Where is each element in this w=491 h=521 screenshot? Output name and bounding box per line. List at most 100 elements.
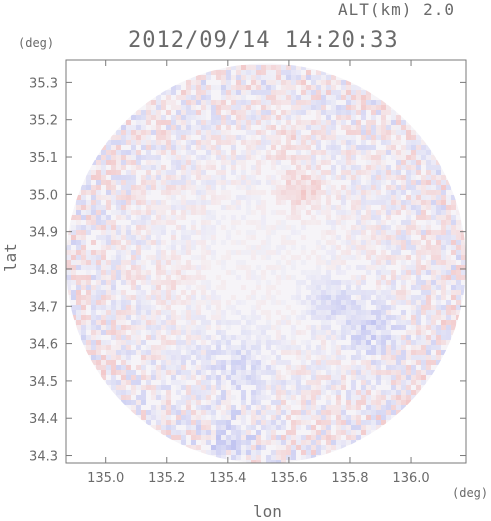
radar-cell [261,205,266,210]
radar-cell [326,280,331,285]
radar-cell [66,250,71,255]
radar-cell [436,170,441,175]
y-tick-label: 35.3 [29,76,58,91]
radar-cell [216,170,221,175]
radar-cell [311,415,316,420]
radar-cell [316,370,321,375]
radar-cell [391,380,396,385]
radar-cell [66,275,71,280]
radar-cell [296,345,301,350]
radar-cell [271,75,276,80]
radar-cell [141,165,146,170]
radar-cell [176,360,181,365]
radar-cell [216,440,221,445]
radar-cell [76,235,81,240]
radar-cell [201,210,206,215]
radar-cell [336,265,341,270]
radar-cell [126,135,131,140]
radar-cell [176,340,181,345]
radar-cell [321,425,326,430]
radar-cell [416,350,421,355]
radar-cell [341,170,346,175]
radar-cell [111,380,116,385]
radar-cell [296,300,301,305]
radar-cell [211,115,216,120]
radar-cell [241,80,246,85]
radar-cell [286,430,291,435]
radar-cell [301,340,306,345]
radar-cell [261,380,266,385]
radar-cell [256,165,261,170]
radar-cell [281,255,286,260]
radar-cell [431,260,436,265]
radar-cell [276,425,281,430]
radar-cell [426,160,431,165]
radar-cell [411,135,416,140]
radar-cell [121,125,126,130]
radar-cell [411,265,416,270]
radar-cell [161,385,166,390]
radar-cell [316,360,321,365]
radar-cell [161,320,166,325]
radar-cell [191,185,196,190]
radar-cell [386,330,391,335]
radar-cell [91,205,96,210]
radar-cell [271,370,276,375]
radar-cell [276,275,281,280]
radar-cell [166,255,171,260]
radar-cell [351,155,356,160]
radar-cell [151,355,156,360]
radar-cell [176,390,181,395]
radar-cell [326,120,331,125]
radar-cell [311,375,316,380]
radar-cell [246,250,251,255]
radar-cell [131,210,136,215]
radar-cell [336,435,341,440]
radar-cell [246,375,251,380]
radar-cell [136,335,141,340]
radar-cell [246,185,251,190]
radar-cell [176,405,181,410]
radar-cell [186,315,191,320]
radar-cell [296,320,301,325]
radar-cell [406,320,411,325]
radar-cell [86,260,91,265]
radar-cell [361,165,366,170]
radar-cell [186,420,191,425]
radar-cell [181,100,186,105]
radar-cell [376,395,381,400]
radar-cell [286,80,291,85]
radar-cell [241,435,246,440]
radar-cell [326,150,331,155]
radar-cell [271,440,276,445]
radar-cell [191,425,196,430]
radar-cell [451,220,456,225]
radar-cell [401,240,406,245]
radar-cell [406,210,411,215]
radar-cell [346,285,351,290]
radar-cell [241,185,246,190]
radar-cell [146,360,151,365]
radar-cell [121,255,126,260]
radar-cell [351,120,356,125]
radar-cell [276,435,281,440]
radar-cell [151,305,156,310]
radar-cell [131,320,136,325]
radar-cell [371,345,376,350]
radar-cell [326,300,331,305]
radar-cell [416,170,421,175]
radar-cell [71,240,76,245]
radar-cell [101,245,106,250]
radar-cell [256,250,261,255]
radar-cell [96,275,101,280]
radar-cell [311,185,316,190]
radar-cell [376,260,381,265]
radar-cell [181,410,186,415]
radar-cell [276,65,281,70]
radar-cell [456,295,461,300]
radar-cell [206,95,211,100]
radar-cell [306,195,311,200]
radar-cell [206,235,211,240]
radar-cell [321,300,326,305]
radar-cell [96,210,101,215]
